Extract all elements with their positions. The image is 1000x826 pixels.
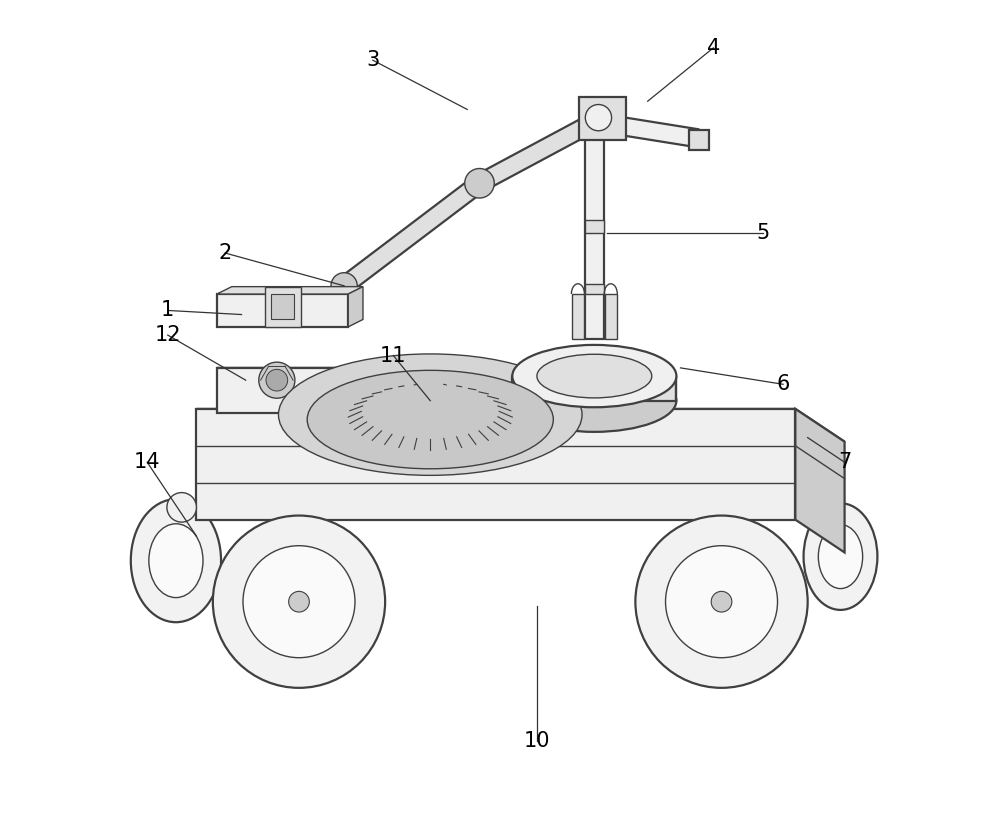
Polygon shape <box>339 176 485 293</box>
Ellipse shape <box>307 370 553 469</box>
Ellipse shape <box>804 503 877 610</box>
Circle shape <box>243 546 355 657</box>
Circle shape <box>465 169 494 198</box>
Polygon shape <box>265 287 301 327</box>
Text: 2: 2 <box>219 243 232 263</box>
Polygon shape <box>217 368 426 388</box>
Polygon shape <box>572 294 584 339</box>
Circle shape <box>635 515 808 688</box>
Polygon shape <box>605 294 617 339</box>
Ellipse shape <box>278 354 582 475</box>
Polygon shape <box>393 368 426 434</box>
Polygon shape <box>585 221 604 232</box>
Circle shape <box>666 546 778 657</box>
Text: 11: 11 <box>380 345 407 366</box>
Polygon shape <box>585 126 604 339</box>
Polygon shape <box>593 113 698 147</box>
Polygon shape <box>217 287 363 294</box>
Text: 12: 12 <box>154 325 181 345</box>
Circle shape <box>289 591 309 612</box>
Ellipse shape <box>537 354 652 398</box>
Polygon shape <box>512 376 676 401</box>
Circle shape <box>331 273 357 299</box>
Polygon shape <box>585 284 604 294</box>
Polygon shape <box>795 409 845 553</box>
Ellipse shape <box>512 345 676 407</box>
Text: 6: 6 <box>776 374 790 394</box>
Circle shape <box>711 591 732 612</box>
Polygon shape <box>348 287 363 327</box>
Text: 3: 3 <box>366 50 379 70</box>
Ellipse shape <box>348 372 512 438</box>
Circle shape <box>167 492 196 522</box>
Ellipse shape <box>131 499 221 622</box>
Polygon shape <box>579 97 626 140</box>
Polygon shape <box>196 409 795 520</box>
Ellipse shape <box>512 369 676 432</box>
Text: 5: 5 <box>756 222 769 243</box>
Polygon shape <box>475 114 599 192</box>
Text: 7: 7 <box>838 452 851 472</box>
Polygon shape <box>196 409 845 442</box>
Text: 1: 1 <box>161 301 174 320</box>
Polygon shape <box>689 130 709 150</box>
Circle shape <box>585 105 612 131</box>
Circle shape <box>259 362 295 398</box>
Ellipse shape <box>149 524 203 597</box>
Ellipse shape <box>818 525 863 589</box>
Circle shape <box>266 369 288 391</box>
Text: 10: 10 <box>524 731 550 751</box>
Polygon shape <box>217 368 393 413</box>
Circle shape <box>213 515 385 688</box>
Text: 4: 4 <box>707 38 720 58</box>
Text: 14: 14 <box>134 452 160 472</box>
Polygon shape <box>217 294 348 327</box>
Polygon shape <box>271 294 294 319</box>
